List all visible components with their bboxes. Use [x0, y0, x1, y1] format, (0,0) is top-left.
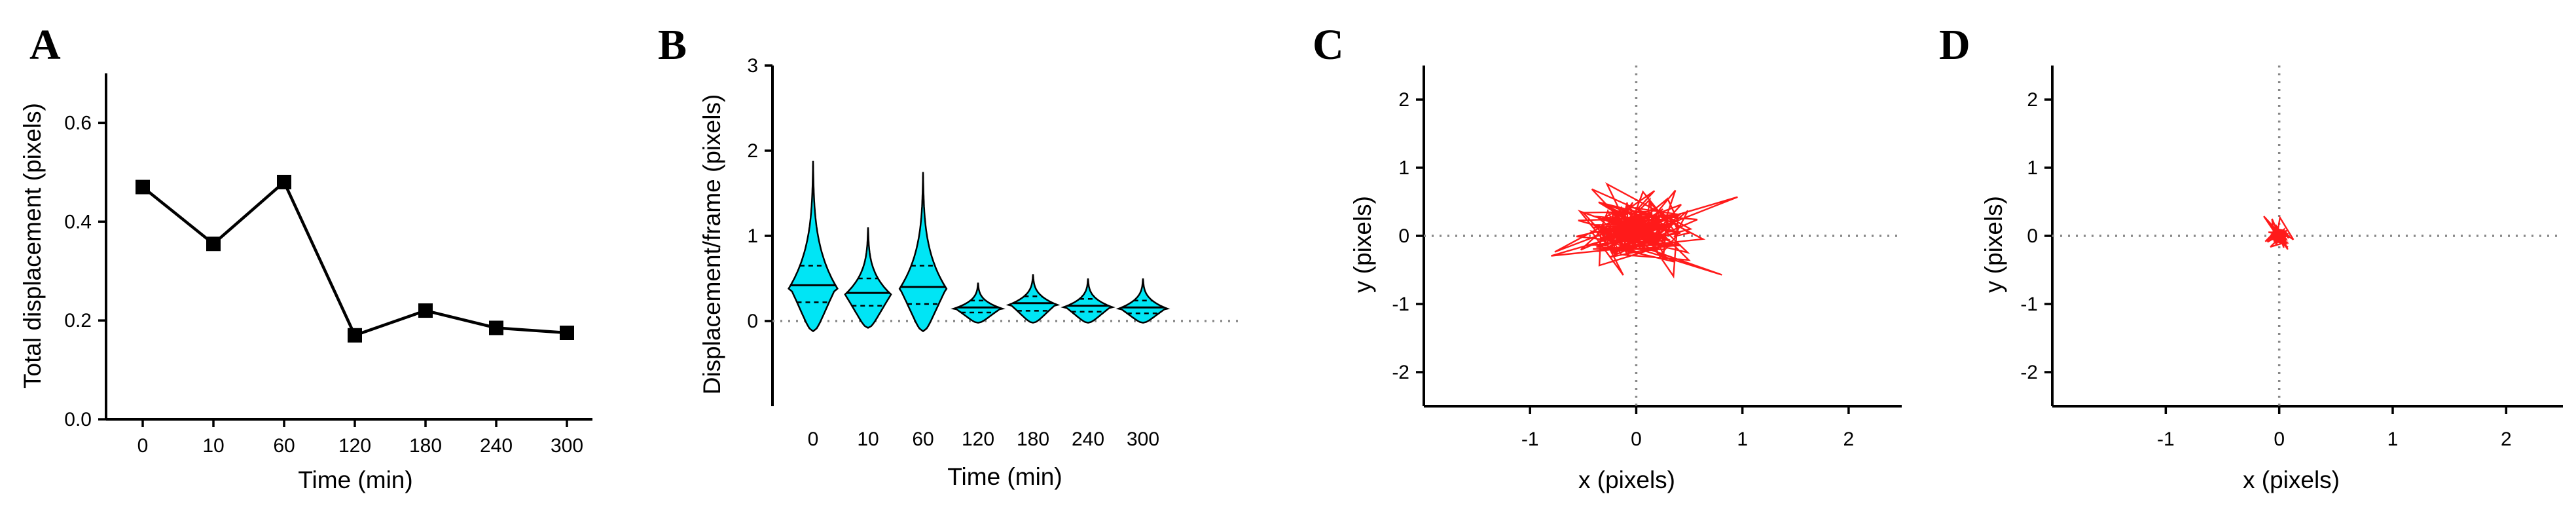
panel-letter-a: A	[29, 21, 61, 69]
xtick-label-c: 0	[1631, 428, 1642, 450]
xtick-label-d: -1	[2157, 428, 2175, 450]
data-point-a	[489, 320, 503, 335]
xtick-label-b: 60	[912, 428, 934, 450]
xtick-label-a: 180	[409, 435, 442, 457]
ytick-label-b: 2	[747, 140, 758, 162]
ytick-label-d: -2	[2020, 362, 2038, 383]
ticks-c: -2 -1 0 1 2 -1 0 1 2	[1392, 89, 1854, 450]
ytick-label-a: 0.6	[64, 112, 92, 134]
data-point-a	[560, 326, 574, 340]
plot-c	[1424, 66, 1902, 406]
violin-0	[788, 161, 839, 333]
ylabel-b: Displacement/frame (pixels)	[698, 94, 725, 395]
ytick-label-b: 0	[747, 311, 758, 332]
ticks-b: 0 1 2 3 0 10 60 120 180 240 300	[747, 55, 1159, 450]
ylabel-c: y (pixels)	[1349, 196, 1376, 293]
ytick-label-b: 3	[747, 55, 758, 77]
xtick-label-b: 10	[857, 428, 879, 450]
xlabel-c: x (pixels)	[1578, 466, 1675, 493]
violin-5	[1061, 278, 1116, 324]
ytick-label-c: -2	[1392, 362, 1409, 383]
data-point-a	[348, 328, 362, 343]
xtick-label-a: 60	[273, 435, 295, 457]
xlabel-d: x (pixels)	[2243, 466, 2340, 493]
violin-2	[898, 172, 948, 333]
panel-a: A Total displacement (pixels) Time (min)…	[19, 21, 592, 493]
data-point-a	[418, 303, 433, 318]
xtick-label-a: 240	[480, 435, 513, 457]
ytick-label-c: -1	[1392, 294, 1409, 315]
ytick-label-a: 0.2	[64, 310, 92, 332]
ylabel-d: y (pixels)	[1980, 196, 2007, 293]
ylabel-a: Total displacement (pixels)	[19, 103, 46, 389]
panel-letter-c: C	[1313, 21, 1344, 69]
xtick-label-c: -1	[1521, 428, 1539, 450]
xtick-label-c: 2	[1843, 428, 1855, 450]
ytick-label-d: 2	[2027, 89, 2038, 111]
panel-d: D y (pixels) x (pixels) -2 -1 0 1 2 -1 0 1 2	[1939, 21, 2563, 493]
violin-4	[1006, 274, 1061, 324]
plot-d	[2052, 66, 2563, 406]
violin-1	[844, 227, 892, 329]
ytick-label-c: 0	[1398, 225, 1409, 247]
series-line-a	[141, 180, 568, 337]
xtick-label-d: 0	[2274, 428, 2285, 450]
xlabel-a: Time (min)	[298, 466, 412, 493]
data-point-a	[136, 180, 150, 195]
xtick-label-b: 120	[962, 428, 994, 450]
data-point-a	[277, 174, 291, 189]
ticks-d: -2 -1 0 1 2 -1 0 1 2	[2020, 89, 2511, 450]
xtick-label-b: 180	[1017, 428, 1049, 450]
xtick-label-d: 2	[2501, 428, 2512, 450]
plot-b	[772, 161, 1241, 333]
ytick-label-a: 0.4	[64, 211, 92, 233]
xtick-label-a: 0	[137, 435, 149, 457]
xtick-label-a: 10	[202, 435, 224, 457]
xtick-label-b: 0	[808, 428, 819, 450]
xtick-label-d: 1	[2387, 428, 2399, 450]
violin-3	[951, 282, 1006, 324]
ytick-label-d: 1	[2027, 157, 2038, 179]
ytick-label-c: 1	[1398, 157, 1409, 179]
panel-letter-d: D	[1939, 21, 1970, 69]
ytick-label-a: 0.0	[64, 409, 92, 430]
panel-c: C y (pixels) x (pixels) -2 -1 0 1 2 -1 0 1 2	[1313, 21, 1902, 493]
xtick-label-b: 300	[1127, 428, 1159, 450]
ytick-label-d: -1	[2020, 294, 2038, 315]
xtick-label-a: 300	[551, 435, 583, 457]
xtick-label-c: 1	[1737, 428, 1748, 450]
xlabel-b: Time (min)	[947, 463, 1062, 490]
ticks-a: 0.0 0.2 0.4 0.6 0 10 60 120 180 240 300	[64, 112, 583, 457]
trajectory-d	[2263, 215, 2295, 250]
panel-b: B Displacement/frame (pixels) Time (min)…	[658, 21, 1241, 490]
ytick-label-b: 1	[747, 225, 758, 247]
ytick-label-d: 0	[2027, 225, 2038, 247]
data-point-a	[206, 237, 221, 252]
plot-a	[136, 174, 574, 343]
panel-letter-b: B	[658, 21, 687, 69]
trajectory-c	[1551, 182, 1738, 279]
xtick-label-b: 240	[1072, 428, 1104, 450]
xtick-label-a: 120	[338, 435, 371, 457]
ytick-label-c: 2	[1398, 89, 1409, 111]
